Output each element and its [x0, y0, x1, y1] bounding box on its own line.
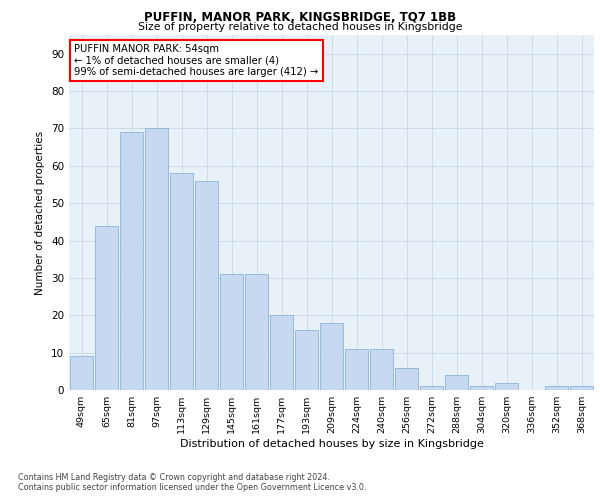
- Bar: [445, 375, 468, 390]
- Text: Contains HM Land Registry data © Crown copyright and database right 2024.: Contains HM Land Registry data © Crown c…: [18, 472, 330, 482]
- Bar: [395, 368, 418, 390]
- Bar: [295, 330, 318, 390]
- Text: PUFFIN, MANOR PARK, KINGSBRIDGE, TQ7 1BB: PUFFIN, MANOR PARK, KINGSBRIDGE, TQ7 1BB: [144, 11, 456, 24]
- Bar: [495, 382, 518, 390]
- Bar: [370, 349, 393, 390]
- Bar: [470, 386, 493, 390]
- Bar: [95, 226, 118, 390]
- Text: PUFFIN MANOR PARK: 54sqm
← 1% of detached houses are smaller (4)
99% of semi-det: PUFFIN MANOR PARK: 54sqm ← 1% of detache…: [74, 44, 319, 77]
- Text: Size of property relative to detached houses in Kingsbridge: Size of property relative to detached ho…: [138, 22, 462, 32]
- Bar: [545, 386, 568, 390]
- Bar: [420, 386, 443, 390]
- Bar: [570, 386, 593, 390]
- Y-axis label: Number of detached properties: Number of detached properties: [35, 130, 46, 294]
- Bar: [220, 274, 243, 390]
- Bar: [345, 349, 368, 390]
- X-axis label: Distribution of detached houses by size in Kingsbridge: Distribution of detached houses by size …: [179, 439, 484, 449]
- Bar: [70, 356, 93, 390]
- Bar: [120, 132, 143, 390]
- Bar: [145, 128, 168, 390]
- Bar: [270, 316, 293, 390]
- Text: Contains public sector information licensed under the Open Government Licence v3: Contains public sector information licen…: [18, 482, 367, 492]
- Bar: [320, 322, 343, 390]
- Bar: [170, 174, 193, 390]
- Bar: [195, 180, 218, 390]
- Bar: [245, 274, 268, 390]
